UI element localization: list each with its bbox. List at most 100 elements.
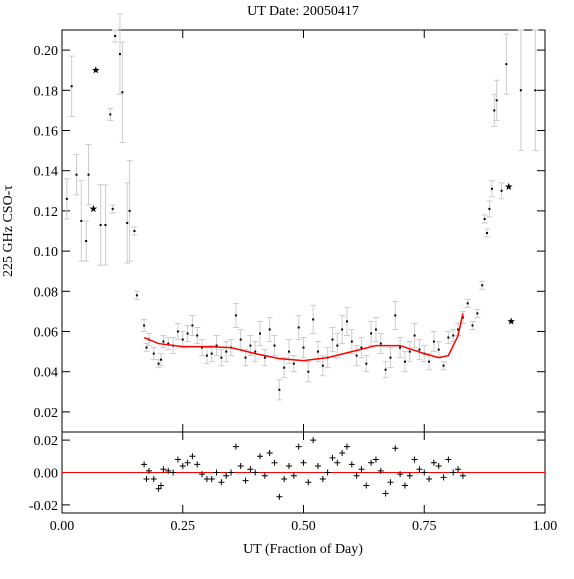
data-point xyxy=(126,221,129,224)
y-tick-label: 0.02 xyxy=(34,406,59,421)
residual-point xyxy=(174,456,181,463)
data-point xyxy=(145,346,148,349)
residual-point xyxy=(155,485,162,492)
data-point xyxy=(452,334,455,337)
data-point xyxy=(157,362,160,365)
data-point xyxy=(283,366,286,369)
data-point xyxy=(483,217,486,220)
data-point xyxy=(471,324,474,327)
data-point xyxy=(80,219,83,222)
data-point xyxy=(493,109,496,112)
residual-point xyxy=(450,469,457,476)
residual-point xyxy=(319,475,326,482)
data-point xyxy=(259,332,262,335)
data-point xyxy=(135,294,138,297)
residual-point xyxy=(281,475,288,482)
x-tick-label: 1.00 xyxy=(533,519,558,534)
residual-point xyxy=(329,454,336,461)
residual-point xyxy=(430,459,437,466)
data-point xyxy=(254,350,257,353)
residual-point xyxy=(305,479,312,486)
data-point xyxy=(152,352,155,355)
data-point xyxy=(418,348,421,351)
data-point xyxy=(316,350,319,353)
data-point xyxy=(288,350,291,353)
y-axis-label: 225 GHz CSO-τ xyxy=(1,185,16,277)
residual-point xyxy=(223,472,230,479)
star-point xyxy=(92,66,100,74)
x-tick-label: 0.75 xyxy=(412,519,437,534)
residual-point xyxy=(189,453,196,460)
data-point xyxy=(297,326,300,329)
residual-point xyxy=(247,466,254,473)
residual-point xyxy=(158,482,165,489)
residual-point xyxy=(295,443,302,450)
data-point xyxy=(191,324,194,327)
residual-point xyxy=(290,472,297,479)
residual-point xyxy=(397,471,404,478)
data-point xyxy=(481,284,484,287)
residual-point xyxy=(416,466,423,473)
data-point xyxy=(374,328,377,331)
x-tick-label: 0.00 xyxy=(50,519,75,534)
data-point xyxy=(403,360,406,363)
data-point xyxy=(181,338,184,341)
residual-point xyxy=(261,472,268,479)
data-point xyxy=(133,230,136,232)
residual-point xyxy=(237,463,244,470)
data-point xyxy=(104,223,107,226)
residual-point xyxy=(353,472,360,479)
data-point xyxy=(186,332,189,335)
residual-point xyxy=(387,479,394,486)
y-tick-label: 0.00 xyxy=(34,467,59,482)
data-point xyxy=(399,346,402,349)
data-point xyxy=(384,368,387,371)
x-axis-label: UT (Fraction of Day) xyxy=(243,542,363,557)
data-point xyxy=(355,354,358,357)
residual-point xyxy=(426,475,433,482)
data-point xyxy=(350,340,353,343)
data-point xyxy=(500,189,503,192)
y-tick-label: 0.04 xyxy=(34,366,59,381)
data-point xyxy=(220,356,223,359)
residual-point xyxy=(392,445,399,452)
residual-point xyxy=(170,469,177,476)
data-point xyxy=(215,344,218,347)
residual-point xyxy=(232,443,239,450)
y-tick-label: 0.12 xyxy=(34,205,59,220)
residual-point xyxy=(440,474,447,481)
data-point xyxy=(534,89,537,92)
data-point xyxy=(302,346,305,349)
y-tick-label: 0.16 xyxy=(34,125,59,140)
residual-point xyxy=(343,443,350,450)
data-point xyxy=(70,85,73,88)
residual-point xyxy=(145,467,152,474)
y-tick-label: 0.18 xyxy=(34,84,59,99)
residual-point xyxy=(218,479,225,486)
residual-point xyxy=(194,461,201,468)
residual-point xyxy=(208,475,215,482)
data-point xyxy=(162,340,165,343)
data-point xyxy=(321,364,324,367)
residual-point xyxy=(406,472,413,479)
y-tick-label: 0.02 xyxy=(34,434,59,449)
residual-point xyxy=(252,469,259,476)
data-point xyxy=(85,240,88,243)
data-point xyxy=(345,320,348,323)
data-point xyxy=(201,346,204,349)
residual-point xyxy=(242,477,249,484)
residual-point xyxy=(310,437,317,444)
data-point xyxy=(505,63,508,66)
data-point xyxy=(263,356,266,359)
residual-point xyxy=(266,450,273,457)
residual-point xyxy=(411,456,418,463)
residual-point xyxy=(382,490,389,497)
data-point xyxy=(466,302,469,305)
data-point xyxy=(379,342,382,345)
data-point xyxy=(109,113,112,116)
residual-point xyxy=(300,459,307,466)
data-point xyxy=(428,360,431,363)
residual-point xyxy=(314,463,321,470)
residual-point xyxy=(324,469,331,476)
data-point xyxy=(389,356,392,359)
